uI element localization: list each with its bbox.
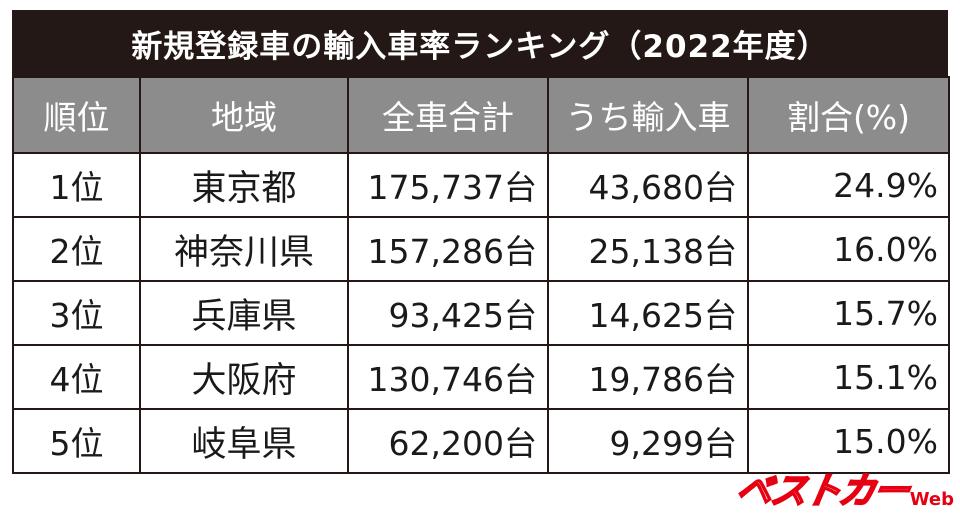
region-cell: 大阪府 xyxy=(139,344,349,410)
imported-cell: 19,786台 xyxy=(547,344,749,410)
rank-cell: 4位 xyxy=(12,344,141,410)
header-imported: うち輸入車 xyxy=(547,76,749,154)
region-cell: 岐阜県 xyxy=(139,408,349,474)
header-total: 全車合計 xyxy=(347,76,549,154)
header-region: 地域 xyxy=(139,76,349,154)
region-cell: 兵庫県 xyxy=(139,280,349,346)
total-cell: 157,286台 xyxy=(347,216,549,282)
header-rank: 順位 xyxy=(12,76,141,154)
total-cell: 130,746台 xyxy=(347,344,549,410)
bestcar-web-logo: ベストカー Web xyxy=(732,462,954,514)
total-cell: 175,737台 xyxy=(347,152,549,218)
table-row: 5位 岐阜県 62,200台 9,299台 15.0% xyxy=(12,408,950,474)
logo-wordmark: ベストカー xyxy=(732,470,912,513)
imported-cell: 25,138台 xyxy=(547,216,749,282)
rank-cell: 2位 xyxy=(12,216,141,282)
ratio-cell: 15.0% xyxy=(747,408,950,474)
logo-web-suffix: Web xyxy=(909,489,954,510)
table-row: 4位 大阪府 130,746台 19,786台 15.1% xyxy=(12,344,950,410)
imported-cell: 14,625台 xyxy=(547,280,749,346)
ratio-cell: 15.1% xyxy=(747,344,950,410)
ratio-cell: 15.7% xyxy=(747,280,950,346)
total-cell: 93,425台 xyxy=(347,280,549,346)
total-cell: 62,200台 xyxy=(347,408,549,474)
table-title: 新規登録車の輸入車率ランキング（2022年度） xyxy=(12,10,948,76)
table-row: 2位 神奈川県 157,286台 25,138台 16.0% xyxy=(12,216,950,282)
region-cell: 神奈川県 xyxy=(139,216,349,282)
region-cell: 東京都 xyxy=(139,152,349,218)
rank-cell: 5位 xyxy=(12,408,141,474)
imported-cell: 9,299台 xyxy=(547,408,749,474)
header-ratio: 割合(%) xyxy=(747,76,950,154)
rank-cell: 3位 xyxy=(12,280,141,346)
ratio-cell: 24.9% xyxy=(747,152,950,218)
ranking-table-container: 新規登録車の輸入車率ランキング（2022年度） 順位 地域 全車合計 うち輸入車… xyxy=(12,10,950,474)
imported-cell: 43,680台 xyxy=(547,152,749,218)
header-row: 順位 地域 全車合計 うち輸入車 割合(%) xyxy=(12,76,950,154)
table-row: 3位 兵庫県 93,425台 14,625台 15.7% xyxy=(12,280,950,346)
ratio-cell: 16.0% xyxy=(747,216,950,282)
table-row: 1位 東京都 175,737台 43,680台 24.9% xyxy=(12,152,950,218)
rank-cell: 1位 xyxy=(12,152,141,218)
ranking-table: 順位 地域 全車合計 うち輸入車 割合(%) 1位 東京都 175,737台 4… xyxy=(12,76,950,474)
